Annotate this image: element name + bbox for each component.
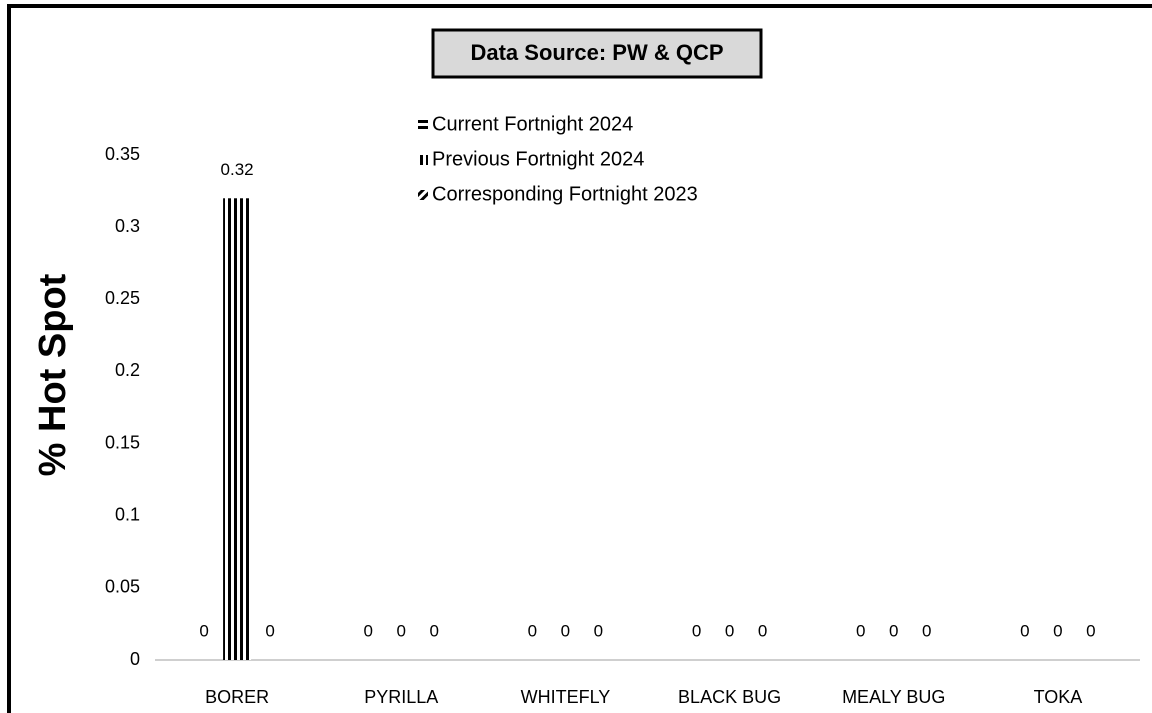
data-label: 0 [856,621,865,640]
data-label: 0 [1053,621,1062,640]
data-label: 0 [725,621,734,640]
data-label: 0.32 [221,160,254,179]
y-tick-label: 0.35 [105,144,140,164]
data-label: 0 [561,621,570,640]
x-tick-label: BORER [205,687,269,707]
y-tick-label: 0.2 [115,360,140,380]
data-label: 0 [889,621,898,640]
data-label: 0 [594,621,603,640]
legend-swatch [418,190,428,200]
data-label: 0 [758,621,767,640]
frame [7,4,1152,713]
y-tick-label: 0 [130,649,140,669]
legend-label: Previous Fortnight 2024 [432,148,644,170]
data-label: 0 [528,621,537,640]
data-label: 0 [1086,621,1095,640]
y-axis-label: % Hot Spot [32,273,74,476]
x-tick-label: WHITEFLY [521,687,611,707]
bar [223,198,252,661]
data-label: 0 [199,621,208,640]
x-tick-label: PYRILLA [364,687,438,707]
x-tick-label: TOKA [1034,687,1083,707]
legend-label: Corresponding Fortnight 2023 [432,183,698,205]
y-tick-label: 0.3 [115,216,140,236]
data-label: 0 [430,621,439,640]
y-tick-label: 0.25 [105,288,140,308]
chart-title: Data Source: PW & QCP [470,40,723,65]
data-label: 0 [1020,621,1029,640]
y-tick-label: 0.15 [105,432,140,452]
data-label: 0 [692,621,701,640]
y-tick-label: 0.05 [105,577,140,597]
legend-label: Current Fortnight 2024 [432,113,633,135]
data-label: 0 [922,621,931,640]
x-tick-label: MEALY BUG [842,687,945,707]
x-tick-label: BLACK BUG [678,687,781,707]
data-label: 0 [364,621,373,640]
data-label: 0 [397,621,406,640]
data-label: 0 [265,621,274,640]
y-tick-label: 0.1 [115,504,140,524]
legend-swatch [418,120,428,130]
legend-swatch [418,155,428,165]
title-box [431,28,763,79]
